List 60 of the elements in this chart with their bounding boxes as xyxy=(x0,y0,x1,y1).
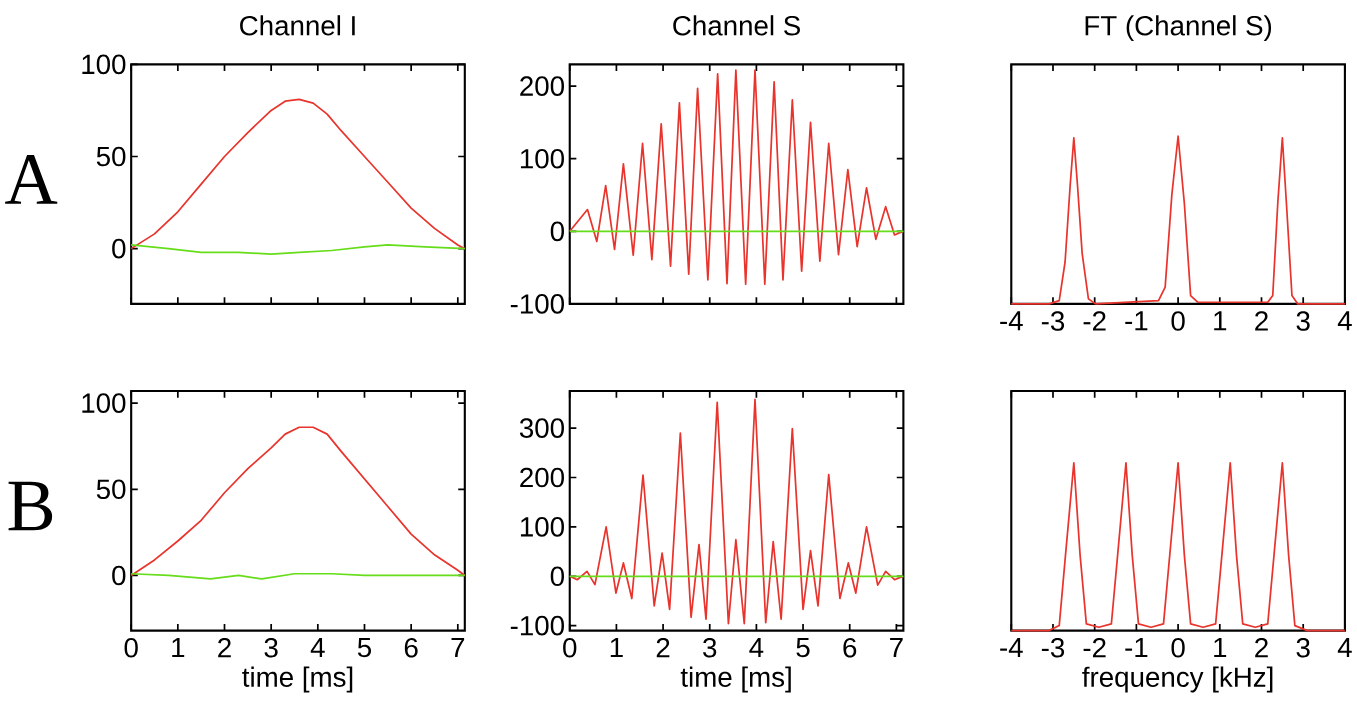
y-tick-label: 50 xyxy=(96,479,126,500)
x-tick-label: 4 xyxy=(310,638,325,658)
x-tick-label: -3 xyxy=(1041,311,1065,331)
x-tick-label: 1 xyxy=(1214,638,1227,658)
x-tick-label: 1 xyxy=(610,638,623,658)
x-tick-label: 2 xyxy=(1255,311,1268,331)
chart-title: Channel S xyxy=(673,15,800,36)
y-tick-label: 200 xyxy=(520,467,564,488)
chart-title: FT (Channel S) xyxy=(1085,15,1272,42)
x-tick-label: -4 xyxy=(1000,638,1023,658)
y-tick-label: 0 xyxy=(550,566,564,587)
x-tick-label: 4 xyxy=(749,638,764,658)
x-tick-label: 2 xyxy=(1255,638,1268,658)
x-tick-label: 1 xyxy=(172,638,185,658)
x-tick-label: -1 xyxy=(1125,311,1148,331)
y-tick-label: 100 xyxy=(82,393,126,414)
x-tick-label: -4 xyxy=(1000,311,1023,331)
x-axis-title: time [ms] xyxy=(680,666,791,693)
line-series xyxy=(130,98,466,250)
x-tick-label: 3 xyxy=(264,638,278,658)
x-tick-label: 5 xyxy=(357,638,372,658)
y-tick-label: 0 xyxy=(550,221,564,242)
x-tick-label: 7 xyxy=(451,638,465,658)
y-tick-label: 200 xyxy=(520,76,564,97)
x-tick-label: 6 xyxy=(404,638,418,658)
x-tick-label: 3 xyxy=(703,638,717,658)
x-tick-label: 4 xyxy=(1337,638,1352,658)
y-tick-label: 300 xyxy=(519,418,564,438)
y-tick-label: 0 xyxy=(112,238,126,259)
x-tick-label: -1 xyxy=(1125,638,1148,658)
y-tick-label: 100 xyxy=(82,54,126,75)
line-series xyxy=(568,398,905,625)
y-tick-label: 100 xyxy=(520,517,564,537)
x-tick-label: 1 xyxy=(1214,311,1227,331)
x-tick-label: 4 xyxy=(1337,311,1352,331)
y-tick-label: -100 xyxy=(510,294,564,314)
x-tick-label: 3 xyxy=(1296,638,1310,658)
x-tick-label: 2 xyxy=(218,638,231,658)
y-tick-label: 50 xyxy=(96,146,126,167)
x-tick-label: 5 xyxy=(796,638,810,658)
x-tick-label: 7 xyxy=(890,638,903,658)
x-tick-label: 0 xyxy=(1171,311,1185,331)
x-tick-label: 2 xyxy=(656,638,670,658)
text: B xyxy=(8,481,53,531)
x-axis-title: time [ms] xyxy=(242,666,353,693)
y-tick-label: 100 xyxy=(520,149,564,169)
x-tick-label: -2 xyxy=(1083,311,1106,331)
x-tick-label: 0 xyxy=(563,638,577,658)
y-tick-label: -100 xyxy=(510,615,564,636)
chart-title: Channel I xyxy=(240,15,355,36)
x-tick-label: -3 xyxy=(1041,638,1065,658)
y-tick-label: 0 xyxy=(112,565,126,586)
line-series xyxy=(568,69,905,286)
x-tick-label: 0 xyxy=(1171,638,1185,658)
x-tick-label: -2 xyxy=(1083,638,1106,658)
text: A xyxy=(5,155,58,204)
x-axis-title: frequency [kHz] xyxy=(1082,666,1273,693)
line-series xyxy=(130,244,466,256)
x-tick-label: 6 xyxy=(843,638,857,658)
x-tick-label: 3 xyxy=(1296,311,1310,331)
